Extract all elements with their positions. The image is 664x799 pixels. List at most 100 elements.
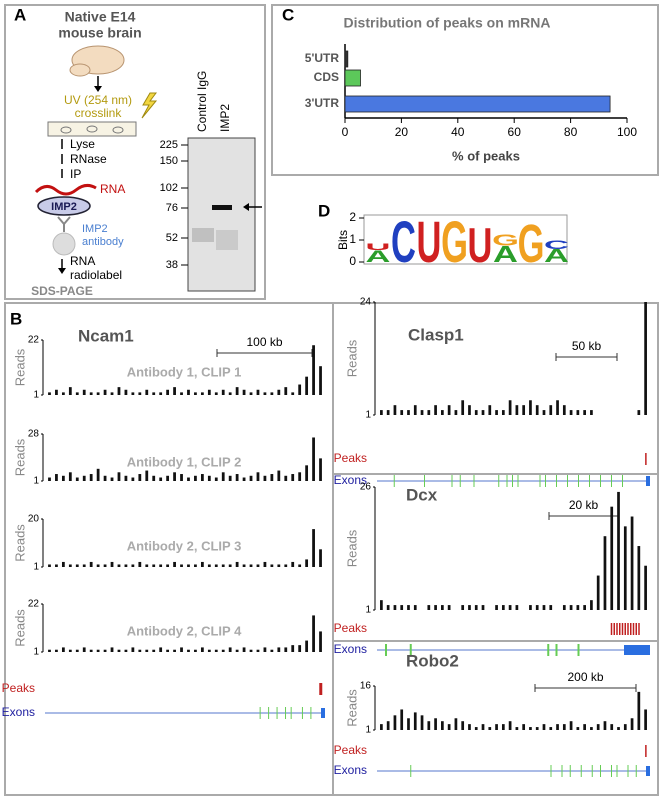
- y-tick-label: 16: [360, 681, 372, 692]
- coverage-bar: [270, 649, 274, 652]
- coverage-bar: [235, 561, 239, 567]
- coverage-bar: [583, 724, 586, 730]
- coverage-bar: [152, 649, 156, 652]
- coverage-bar: [441, 605, 444, 610]
- y-tick-label: 22: [28, 599, 40, 610]
- coverage-bar: [124, 475, 128, 481]
- coverage-bar: [55, 474, 58, 481]
- coverage-bar: [277, 564, 281, 567]
- coverage-bar: [256, 389, 260, 395]
- y-tick-label: 1: [33, 390, 39, 401]
- coverage-bar: [207, 649, 211, 652]
- logo-letter: G: [441, 211, 468, 275]
- coverage-bar: [256, 649, 260, 652]
- marker-label: 150: [160, 155, 178, 167]
- coverage-bar: [103, 649, 107, 652]
- coverage-bar: [441, 410, 444, 415]
- coverage-bar: [55, 564, 58, 567]
- coverage-bar: [48, 649, 51, 652]
- logo-letter: A: [493, 242, 518, 268]
- x-tick-label: 80: [564, 125, 578, 139]
- coverage-bar: [166, 389, 170, 395]
- coverage-bar: [242, 477, 246, 481]
- y-tick-label: 28: [28, 429, 40, 440]
- coverage-bar: [427, 605, 431, 610]
- coverage-bar: [603, 536, 607, 610]
- coverage-bar: [263, 647, 267, 652]
- category-label: 3'UTR: [305, 96, 340, 110]
- coverage-bar: [617, 491, 620, 610]
- coverage-bar: [380, 724, 383, 730]
- peaks-label: Peaks: [334, 451, 367, 465]
- coverage-bar: [200, 647, 204, 652]
- y-axis-label: Reads: [12, 348, 27, 386]
- coverage-bar: [61, 561, 65, 567]
- coverage-bar: [166, 564, 170, 567]
- coverage-bar: [298, 564, 302, 567]
- gene-name: Robo2: [406, 651, 459, 670]
- coverage-bar: [117, 564, 121, 567]
- coverage-bar: [562, 605, 566, 610]
- coverage-bar: [291, 645, 295, 652]
- y-tick-label: 1: [365, 725, 371, 736]
- coverage-bar: [214, 564, 218, 567]
- coverage-bar: [124, 564, 128, 567]
- exons-label: Exons: [2, 705, 35, 719]
- step-label: RNase: [70, 152, 107, 166]
- coverage-bar: [138, 561, 142, 567]
- coverage-bar: [549, 405, 553, 415]
- coverage-bar: [393, 405, 397, 415]
- coverage-bar: [305, 559, 309, 567]
- gel-smear: [216, 230, 238, 250]
- rna-strand: [34, 183, 97, 196]
- y-tick-label: 20: [28, 514, 40, 525]
- coverage-bar: [468, 605, 471, 610]
- coverage-bar: [461, 400, 465, 415]
- coverage-bar: [235, 649, 239, 652]
- coverage-bar: [207, 564, 211, 567]
- marker-label: 225: [160, 139, 178, 151]
- coverage-bar: [96, 392, 100, 395]
- coverage-bar: [305, 640, 309, 652]
- coverage-bar: [319, 458, 322, 481]
- y-tick-label: 22: [28, 335, 40, 346]
- arrow-head: [58, 268, 66, 274]
- coverage-bar: [393, 715, 397, 730]
- x-tick-label: 20: [395, 125, 409, 139]
- coverage-bar: [214, 477, 218, 481]
- coverage-bar: [228, 475, 232, 481]
- coverage-bar: [495, 724, 498, 730]
- coverage-bar: [180, 647, 183, 652]
- logo-letter: G: [518, 213, 545, 274]
- coverage-bar: [413, 405, 417, 415]
- coverage-bar: [187, 649, 190, 652]
- gene-name: Clasp1: [408, 325, 464, 344]
- panel-label: B: [10, 309, 22, 328]
- coverage-bar: [508, 721, 512, 730]
- coverage-bar: [256, 472, 260, 481]
- coverage-bar: [562, 724, 566, 730]
- coverage-bar: [284, 475, 288, 481]
- coverage-bar: [96, 564, 100, 567]
- category-label: CDS: [314, 70, 339, 84]
- coverage-bar: [242, 647, 246, 652]
- antibody-label: antibody: [82, 236, 124, 248]
- coverage-bar: [637, 410, 641, 415]
- coverage-bar: [68, 564, 72, 567]
- coverage-bar: [61, 647, 65, 652]
- y-tick-label: 24: [360, 297, 372, 308]
- coverage-bar: [75, 649, 79, 652]
- y-axis-label: Reads: [344, 529, 359, 567]
- coverage-bar: [235, 474, 239, 481]
- coverage-bar: [194, 564, 197, 567]
- coverage-bar: [75, 564, 79, 567]
- coverage-bar: [270, 564, 274, 567]
- coverage-bar: [221, 649, 225, 652]
- exons-label: Exons: [334, 642, 367, 656]
- coverage-bar: [603, 721, 607, 730]
- coverage-bar: [596, 724, 600, 730]
- sample-title: mouse brain: [58, 25, 141, 41]
- coverage-bar: [145, 564, 149, 567]
- logo-letter: A: [544, 245, 569, 266]
- coverage-bar: [89, 561, 93, 567]
